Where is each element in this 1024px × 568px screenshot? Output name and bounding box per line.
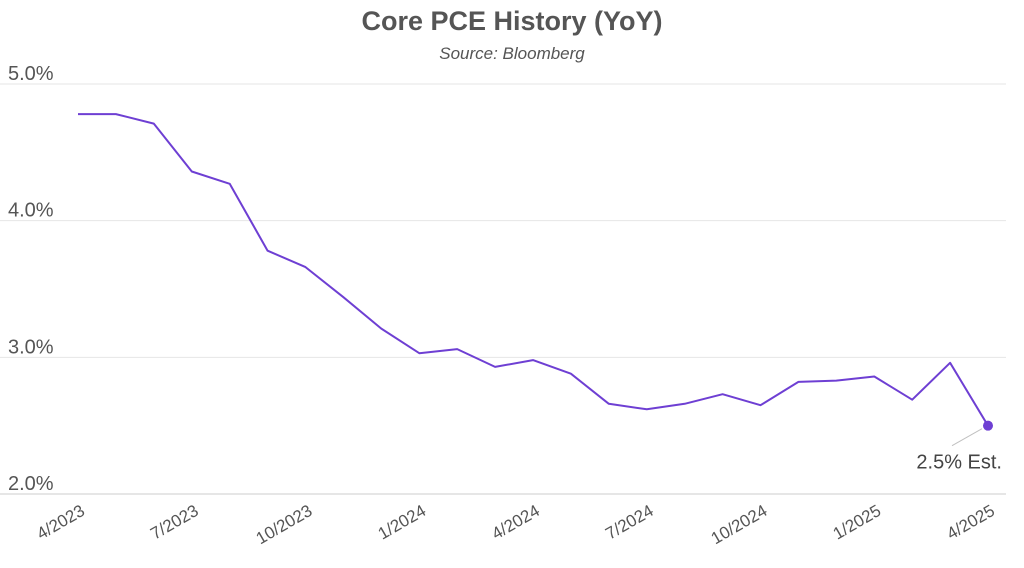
y-tick-label: 3.0% xyxy=(8,336,54,358)
chart-title: Core PCE History (YoY) xyxy=(361,6,663,36)
x-tick-label: 10/2023 xyxy=(253,501,316,548)
x-tick-label: 4/2025 xyxy=(943,501,998,543)
x-tick-label: 4/2024 xyxy=(488,501,543,543)
endpoint-marker xyxy=(983,420,993,431)
annotation-label: 2.5% Est. xyxy=(916,452,1002,474)
y-tick-label: 4.0% xyxy=(8,200,54,222)
annotation-leader-line xyxy=(951,428,983,447)
x-tick-label: 10/2024 xyxy=(708,501,771,548)
y-tick-label: 2.0% xyxy=(8,473,54,495)
y-tick-label: 5.0% xyxy=(8,63,54,85)
chart-subtitle: Source: Bloomberg xyxy=(439,44,585,63)
x-tick-label: 4/2023 xyxy=(33,501,88,543)
y-axis-ticks: 2.0% 3.0% 4.0% 5.0% xyxy=(8,63,54,495)
x-tick-label: 7/2024 xyxy=(602,501,657,543)
annotation-group: 2.5% Est. xyxy=(916,428,1002,474)
series-line xyxy=(78,113,989,427)
series-group xyxy=(78,113,993,431)
x-axis-ticks: 4/2023 7/2023 10/2023 1/2024 4/2024 7/2024 10/… xyxy=(33,501,998,548)
x-tick-label: 1/2025 xyxy=(830,501,885,543)
x-tick-label: 7/2023 xyxy=(147,501,202,543)
gridlines xyxy=(0,83,1006,495)
x-tick-label: 1/2024 xyxy=(375,501,430,543)
